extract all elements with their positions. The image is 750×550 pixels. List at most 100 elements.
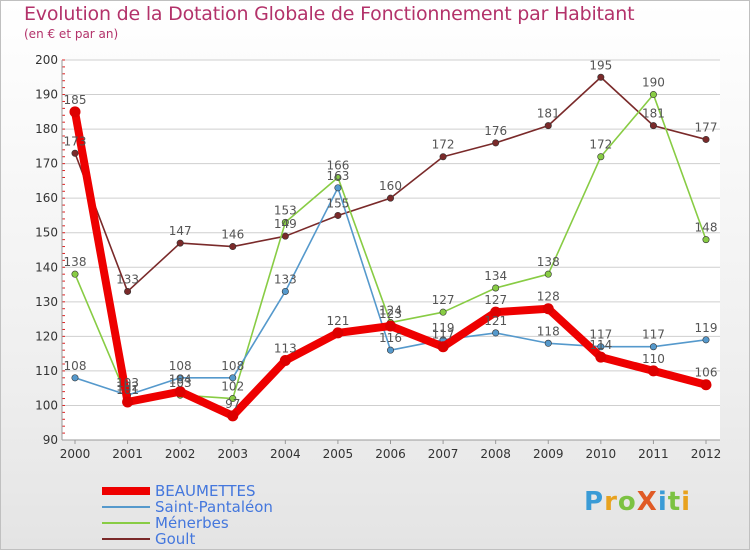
data-label-saint-pantal-on-2011: 117 — [642, 328, 665, 342]
data-label-beaumettes-2011: 110 — [642, 352, 665, 366]
point-m-nerbes-2011 — [649, 91, 657, 99]
y-tick-label-150: 150 — [35, 226, 58, 240]
data-label-goult-2010: 195 — [589, 58, 612, 72]
point-saint-pantal-on-2011 — [649, 343, 657, 351]
point-saint-pantal-on-2000 — [71, 374, 79, 382]
data-label-beaumettes-2003: 97 — [225, 397, 240, 411]
logo-letter: o — [617, 487, 637, 517]
data-label-goult-2008: 176 — [484, 124, 507, 138]
point-m-nerbes-2010 — [597, 153, 605, 161]
x-tick-label-2011: 2011 — [638, 447, 669, 461]
logo-letter: r — [604, 487, 618, 517]
data-label-goult-2002: 147 — [169, 224, 192, 238]
y-tick-label-200: 200 — [35, 53, 58, 67]
axes: 90 100 110 120 130 140 150 160 170 180 190 200 2000 2… — [35, 53, 721, 461]
logo-letter: i — [657, 487, 668, 517]
point-m-nerbes-2012 — [702, 236, 710, 244]
point-goult-2010 — [597, 73, 605, 81]
data-label-goult-2001: 133 — [116, 272, 139, 286]
series-lines — [69, 73, 712, 422]
legend-label-beaumettes: BEAUMETTES — [155, 482, 256, 500]
x-tick-label-2007: 2007 — [428, 447, 459, 461]
point-beaumettes-2000 — [69, 106, 81, 118]
data-label-m-nerbes-2006: 124 — [379, 304, 402, 318]
point-goult-2006 — [386, 194, 394, 202]
x-tick-label-2012: 2012 — [691, 447, 722, 461]
data-label-beaumettes-2002: 104 — [169, 373, 192, 387]
point-saint-pantal-on-2008 — [492, 329, 500, 337]
data-label-saint-pantal-on-2000: 108 — [64, 359, 87, 373]
plot-area — [62, 60, 720, 440]
data-label-beaumettes-2006: 123 — [379, 307, 402, 321]
data-label-saint-pantal-on-2006: 116 — [379, 331, 402, 345]
data-label-saint-pantal-on-2008: 121 — [484, 314, 507, 328]
point-m-nerbes-2003 — [229, 395, 237, 403]
data-label-beaumettes-2007: 117 — [432, 328, 455, 342]
point-goult-2003 — [229, 243, 237, 251]
data-label-beaumettes-2009: 128 — [537, 290, 560, 304]
point-beaumettes-2012 — [700, 379, 712, 391]
point-goult-2000 — [71, 149, 79, 157]
point-beaumettes-2002 — [174, 386, 186, 398]
y-tick-label-100: 100 — [35, 398, 58, 412]
data-label-saint-pantal-on-2004: 133 — [274, 272, 297, 286]
x-tick-label-2009: 2009 — [533, 447, 564, 461]
y-tick-label-110: 110 — [35, 364, 58, 378]
data-label-goult-2003: 146 — [221, 228, 244, 242]
point-saint-pantal-on-2006 — [386, 346, 394, 354]
point-m-nerbes-2008 — [492, 284, 500, 292]
data-label-m-nerbes-2009: 138 — [537, 255, 560, 269]
point-saint-pantal-on-2012 — [702, 336, 710, 344]
data-label-goult-2012: 177 — [695, 120, 718, 134]
point-beaumettes-2007 — [437, 341, 449, 353]
data-label-saint-pantal-on-2007: 119 — [432, 321, 455, 335]
point-goult-2008 — [492, 139, 500, 147]
data-label-beaumettes-2000: 185 — [64, 93, 87, 107]
logo-letter: P — [584, 487, 605, 517]
data-label-saint-pantal-on-2012: 119 — [695, 321, 718, 335]
data-label-m-nerbes-2007: 127 — [432, 293, 455, 307]
data-label-goult-2004: 149 — [274, 217, 297, 231]
data-label-m-nerbes-2005: 166 — [326, 158, 349, 172]
y-tick-label-90: 90 — [43, 433, 58, 447]
point-m-nerbes-2007 — [439, 308, 447, 316]
point-goult-2011 — [649, 122, 657, 130]
proxiti-logo: ProXiti — [584, 487, 691, 517]
y-tick-label-160: 160 — [35, 191, 58, 205]
data-label-m-nerbes-2003: 102 — [221, 380, 244, 394]
data-label-beaumettes-2001: 101 — [116, 383, 139, 397]
point-beaumettes-2010 — [595, 351, 607, 363]
logo-letter: t — [667, 487, 682, 517]
y-tick-label-190: 190 — [35, 88, 58, 102]
x-tick-label-2010: 2010 — [586, 447, 617, 461]
point-goult-2002 — [176, 239, 184, 247]
data-label-m-nerbes-2002: 103 — [169, 376, 192, 390]
y-tick-label-180: 180 — [35, 122, 58, 136]
data-label-goult-2011: 181 — [642, 107, 665, 121]
point-goult-2012 — [702, 135, 710, 143]
x-tick-label-2003: 2003 — [217, 447, 248, 461]
data-label-m-nerbes-2011: 190 — [642, 76, 665, 90]
point-beaumettes-2003 — [227, 410, 239, 422]
point-beaumettes-2005 — [332, 327, 344, 339]
x-tick-label-2008: 2008 — [480, 447, 511, 461]
point-goult-2007 — [439, 153, 447, 161]
point-saint-pantal-on-2009 — [544, 339, 552, 347]
data-label-m-nerbes-2000: 138 — [64, 255, 87, 269]
x-tick-label-2004: 2004 — [270, 447, 301, 461]
data-labels: 173 133 147 146 149 155 160 172 176 181 195 181 177 1… — [64, 58, 718, 411]
data-label-goult-2007: 172 — [432, 138, 455, 152]
point-beaumettes-2001 — [122, 396, 134, 408]
data-label-m-nerbes-2008: 134 — [484, 269, 507, 283]
x-tick-label-2005: 2005 — [323, 447, 354, 461]
point-m-nerbes-2000 — [71, 270, 79, 278]
data-label-goult-2006: 160 — [379, 179, 402, 193]
point-saint-pantal-on-2004 — [281, 287, 289, 295]
point-beaumettes-2008 — [490, 306, 502, 318]
data-label-m-nerbes-2001: 102 — [116, 380, 139, 394]
y-tick-label-130: 130 — [35, 295, 58, 309]
point-beaumettes-2006 — [385, 320, 396, 332]
legend-label-goult: Goult — [155, 530, 195, 548]
